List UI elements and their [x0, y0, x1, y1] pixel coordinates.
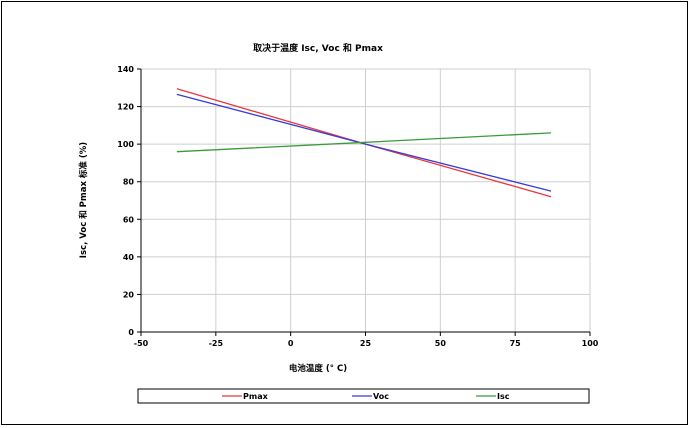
grid — [141, 68, 591, 332]
y-tick-label-5: 100 — [117, 140, 134, 149]
series-line-voc — [176, 93, 552, 192]
y-tick-label-0: 0 — [128, 328, 134, 337]
y-tick-label-2: 40 — [123, 253, 135, 262]
y-tick-label-6: 120 — [117, 103, 134, 112]
y-tick-label-7: 140 — [117, 65, 134, 74]
y-tick-labels: 0 20 40 60 80 100 120 140 — [117, 65, 141, 337]
y-axis-label: Isc, Voc 和 Pmax 标准 (%) — [78, 142, 89, 258]
legend-label-pmax: Pmax — [243, 392, 269, 401]
x-tick-label-6: 100 — [582, 339, 599, 348]
x-axis-label: 电池温度 (° C) — [289, 363, 347, 374]
x-tick-label-2: 0 — [288, 339, 294, 348]
chart-title: 取决于温度 Isc, Voc 和 Pmax — [253, 42, 383, 54]
x-tick-label-0: -50 — [134, 339, 149, 348]
y-tick-label-1: 20 — [123, 290, 135, 299]
series-line-isc — [176, 132, 552, 153]
x-tick-label-4: 50 — [435, 339, 447, 348]
legend: Pmax Voc Isc — [137, 388, 590, 404]
legend-label-isc: Isc — [497, 392, 510, 401]
y-tick-label-3: 60 — [123, 215, 135, 224]
x-tick-label-5: 75 — [510, 339, 522, 348]
x-tick-label-1: -25 — [209, 339, 224, 348]
x-tick-label-3: 25 — [360, 339, 372, 348]
x-tick-labels: -50 -25 0 25 50 75 100 — [134, 332, 599, 348]
y-tick-label-4: 80 — [123, 178, 135, 187]
series-lines — [176, 88, 552, 198]
legend-label-voc: Voc — [373, 392, 389, 401]
